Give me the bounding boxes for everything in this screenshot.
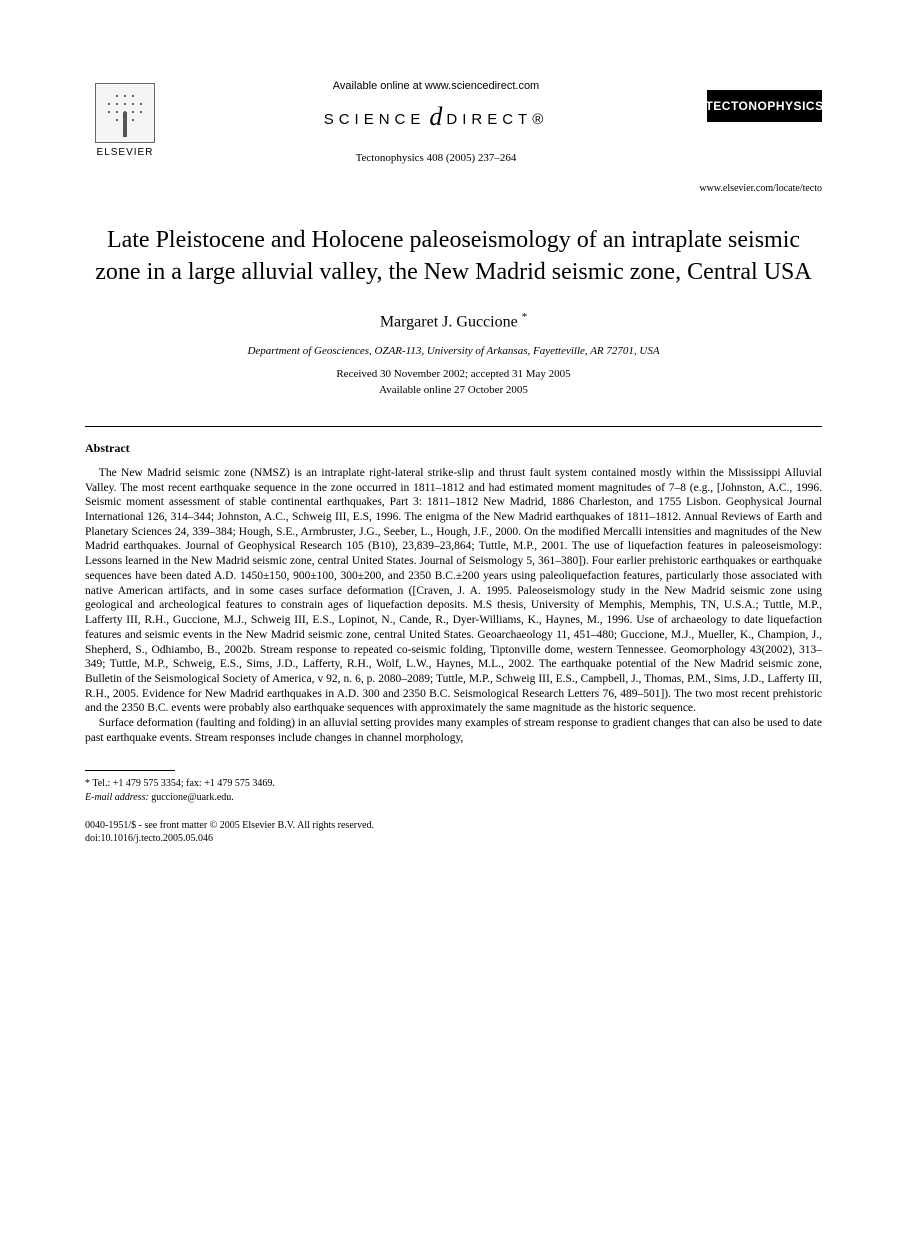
abstract-p1: The New Madrid seismic zone (NMSZ) is an… <box>85 466 822 716</box>
article-title: Late Pleistocene and Holocene paleoseism… <box>85 224 822 289</box>
sd-right: DIRECT® <box>446 111 548 128</box>
email-label: E-mail address: <box>85 792 149 803</box>
elsevier-tree-icon <box>95 83 155 143</box>
email-value: guccione@uark.edu. <box>151 792 234 803</box>
dates-block: Received 30 November 2002; accepted 31 M… <box>85 367 822 398</box>
copyright-block: 0040-1951/$ - see front matter © 2005 El… <box>85 819 822 846</box>
available-online-text: Available online at www.sciencedirect.co… <box>165 80 707 92</box>
abstract-p2: Surface deformation (faulting and foldin… <box>85 716 822 745</box>
author-line: Margaret J. Guccione * <box>85 311 822 331</box>
abstract-body: The New Madrid seismic zone (NMSZ) is an… <box>85 466 822 746</box>
footnote-block: * Tel.: +1 479 575 3354; fax: +1 479 575… <box>85 777 822 805</box>
abstract-rule <box>85 426 822 427</box>
footnote-marker: * <box>85 778 90 789</box>
footnote-tel: * Tel.: +1 479 575 3354; fax: +1 479 575… <box>85 777 822 791</box>
sciencedirect-logo: SCIENCE d DIRECT® <box>324 104 549 134</box>
center-header: Available online at www.sciencedirect.co… <box>165 75 707 164</box>
right-column: TECTONOPHYSICS <box>707 75 822 122</box>
affiliation: Department of Geosciences, OZAR-113, Uni… <box>85 345 822 357</box>
elsevier-logo: ELSEVIER <box>85 75 165 165</box>
locate-url: www.elsevier.com/locate/tecto <box>85 183 822 194</box>
received-line: Received 30 November 2002; accepted 31 M… <box>85 367 822 382</box>
publisher-name: ELSEVIER <box>97 147 154 158</box>
citation-line: Tectonophysics 408 (2005) 237–264 <box>165 152 707 164</box>
doi-line: doi:10.1016/j.tecto.2005.05.046 <box>85 832 822 846</box>
footnote-email: E-mail address: guccione@uark.edu. <box>85 791 822 805</box>
sd-left: SCIENCE <box>324 111 426 128</box>
author-marker: * <box>522 311 528 323</box>
sd-d-icon: d <box>429 102 442 132</box>
abstract-heading: Abstract <box>85 441 822 456</box>
journal-logo: TECTONOPHYSICS <box>707 90 822 122</box>
author-name: Margaret J. Guccione <box>380 313 518 330</box>
available-online-line: Available online 27 October 2005 <box>85 383 822 398</box>
footnote-rule <box>85 770 175 771</box>
issn-line: 0040-1951/$ - see front matter © 2005 El… <box>85 819 822 833</box>
footnote-tel-text: Tel.: +1 479 575 3354; fax: +1 479 575 3… <box>92 778 275 789</box>
header-row: ELSEVIER Available online at www.science… <box>85 75 822 165</box>
